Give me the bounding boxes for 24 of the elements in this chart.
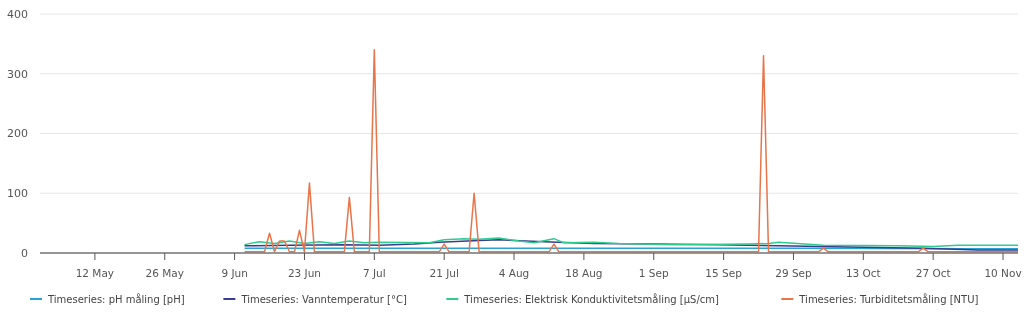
- x-tick-label: 1 Sep: [638, 267, 669, 279]
- y-tick-label: 200: [7, 127, 28, 141]
- legend-label: Timeseries: Elektrisk Konduktivitetsmåling [µS/cm]: [463, 292, 720, 305]
- x-tick-label: 29 Sep: [775, 267, 813, 279]
- x-tick-label: 4 Aug: [498, 267, 530, 279]
- x-tick-label: 15 Sep: [705, 267, 743, 279]
- x-tick-label: 7 Jul: [362, 267, 386, 279]
- y-tick-label: 300: [7, 67, 28, 81]
- legend-label: Timeseries: pH måling [pH]: [47, 292, 185, 305]
- x-tick-label: 26 May: [145, 267, 184, 279]
- x-tick-label: 12 May: [75, 267, 115, 279]
- y-tick-label: 0: [21, 246, 28, 260]
- legend-label: Timeseries: Turbiditetsmåling [NTU]: [798, 292, 979, 305]
- x-tick-label: 18 Aug: [565, 267, 603, 279]
- legend-label: Timeseries: Vanntemperatur [°C]: [240, 293, 407, 305]
- x-tick-label: 27 Oct: [915, 267, 951, 279]
- y-tick-label: 400: [7, 7, 28, 21]
- y-tick-label: 100: [7, 187, 28, 201]
- x-tick-label: 10 Nov: [984, 267, 1022, 279]
- x-tick-label: 23 Jun: [287, 267, 322, 279]
- x-tick-label: 21 Jul: [429, 267, 459, 279]
- x-tick-label: 13 Oct: [845, 267, 881, 279]
- line-series: [243, 49, 1019, 253]
- x-tick-label: 9 Jun: [221, 267, 248, 279]
